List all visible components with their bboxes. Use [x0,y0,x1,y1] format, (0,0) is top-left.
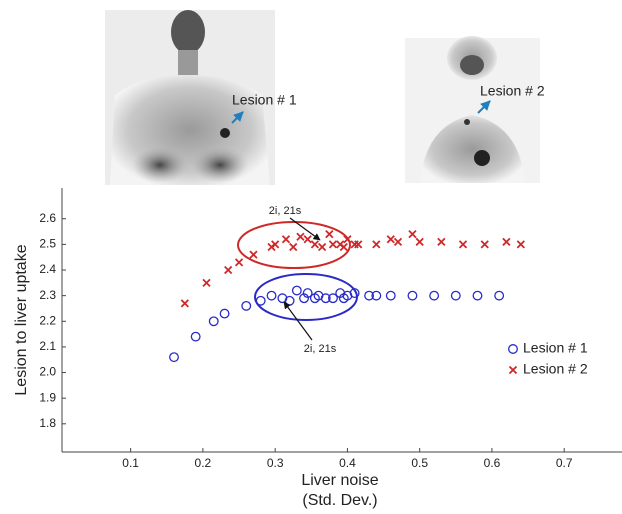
x-tick-label: 0.4 [339,456,356,470]
cross-marker [236,259,243,266]
cross-marker [387,236,394,243]
x-tick-label: 0.2 [195,456,212,470]
y-tick-label: 2.3 [39,288,56,302]
image-label: Lesion # 2 [480,83,545,99]
cross-marker [517,241,524,248]
circle-marker [452,291,461,300]
cross-marker [510,367,517,374]
x-tick-label: 0.6 [484,456,501,470]
circle-marker [473,291,482,300]
cross-marker [311,241,318,248]
image-label: Lesion # 1 [232,92,297,108]
circle-marker [293,286,302,295]
cross-marker [329,241,336,248]
y-tick-label: 2.5 [39,237,56,251]
y-tick-label: 1.9 [39,390,56,404]
cross-marker [272,241,279,248]
cross-marker [250,251,257,258]
cross-marker [503,238,510,245]
circle-marker [386,291,395,300]
pet-image-right [405,36,540,183]
x-tick-label: 0.3 [267,456,284,470]
cross-marker [304,236,311,243]
cross-marker [340,243,347,250]
annotation: 2i, 21s [269,205,302,217]
annotation-arrow [284,302,312,340]
legend-label: Lesion # 1 [523,340,588,356]
x-tick-label: 0.1 [122,456,139,470]
y-tick-label: 2.6 [39,211,56,225]
x-tick-label: 0.5 [411,456,428,470]
x-axis-label: Liver noise [301,472,378,489]
cross-marker [416,238,423,245]
circle-marker [408,291,417,300]
y-tick-label: 2.2 [39,313,56,327]
y-tick-label: 2.4 [39,262,56,276]
circle-marker [191,332,200,341]
cross-marker [203,279,210,286]
circle-marker [242,302,251,311]
cross-marker [481,241,488,248]
y-axis-label: Lesion to liver uptake [13,244,30,395]
cross-marker [283,236,290,243]
cross-marker [225,267,232,274]
y-tick-label: 2.0 [39,365,56,379]
plot-area: 1.8 1.9 2.0 2.1 2.2 2.3 2.4 2.5 2.6 0.1 0.2 0.3 0.4 0… [39,188,622,470]
x-tick-label: 0.7 [556,456,573,470]
cross-marker [395,238,402,245]
cross-marker [460,241,467,248]
circle-marker [220,309,229,318]
cross-marker [326,231,333,238]
cross-marker [297,233,304,240]
cross-marker [290,243,297,250]
y-tick-label: 2.1 [39,339,56,353]
legend-label: Lesion # 2 [523,361,588,377]
circle-marker [170,353,179,362]
cross-marker [373,241,380,248]
cross-marker [181,300,188,307]
cross-marker [438,238,445,245]
circle-marker [430,291,439,300]
cross-marker [409,231,416,238]
cross-marker [319,243,326,250]
annotation: 2i, 21s [304,343,337,355]
circle-marker [267,291,276,300]
figure: Lesion # 1 Lesion # 2 1.8 1.9 2.0 2.1 2.2 2.3… [0,0,622,514]
circle-marker [495,291,504,300]
x-axis-label: (Std. Dev.) [302,492,377,509]
circle-marker [509,345,518,354]
y-tick-label: 1.8 [39,416,56,430]
circle-marker [209,317,218,326]
